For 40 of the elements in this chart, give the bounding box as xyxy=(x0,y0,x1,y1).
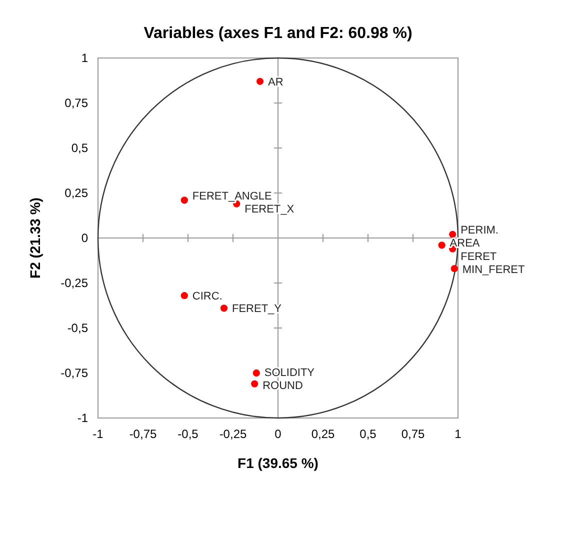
y-axis-title: F2 (21.33 %) xyxy=(27,198,43,278)
y-tick-label: -1 xyxy=(77,411,88,425)
y-tick-label: 0,75 xyxy=(64,96,88,110)
point xyxy=(450,265,458,272)
x-tick-label: -0,25 xyxy=(219,427,247,441)
annotation: SOLIDITY xyxy=(264,366,316,379)
annotation: PERIM. xyxy=(460,224,499,237)
annotation: MIN_FERET xyxy=(462,264,526,276)
chart-title: Variables (axes F1 and F2: 60.98 %) xyxy=(144,25,412,42)
point xyxy=(251,380,258,388)
y-tick-label: 0,25 xyxy=(64,186,88,200)
x-tick-label: -0,75 xyxy=(129,427,157,441)
annotation: AR xyxy=(268,76,284,88)
annotation: FERET_X xyxy=(244,204,295,216)
annotation: FERET_ANGLE xyxy=(192,190,272,202)
x-tick-label: 0 xyxy=(274,427,282,441)
x-tick-label: 0,5 xyxy=(360,427,377,441)
y-tick-label: 0,5 xyxy=(71,141,88,155)
y-tick-label: 0 xyxy=(81,231,88,245)
y-tick-label: -0,75 xyxy=(60,366,88,380)
y-tick-label: -0,25 xyxy=(60,276,88,290)
x-tick-label: 0,25 xyxy=(311,427,335,441)
y-tick-label: -0,5 xyxy=(67,321,88,335)
point xyxy=(449,230,456,238)
point xyxy=(180,292,188,300)
annotation: ROUND xyxy=(262,380,303,392)
y-tick-label: 1 xyxy=(81,51,88,65)
x-tick-label: 1 xyxy=(454,427,462,441)
x-axis-title: F1 (39.65 %) xyxy=(238,455,318,471)
annotation: CIRC. xyxy=(192,290,222,303)
point xyxy=(180,196,188,204)
x-tick-label: 0,75 xyxy=(401,427,425,441)
x-tick-label: -0,5 xyxy=(178,427,199,441)
annotation: FERET_Y xyxy=(232,303,282,316)
point xyxy=(220,304,228,312)
x-tick-label: -1 xyxy=(92,427,104,441)
point xyxy=(438,242,446,249)
point xyxy=(252,369,260,377)
annotation: FERET xyxy=(460,250,497,263)
point xyxy=(256,78,264,85)
